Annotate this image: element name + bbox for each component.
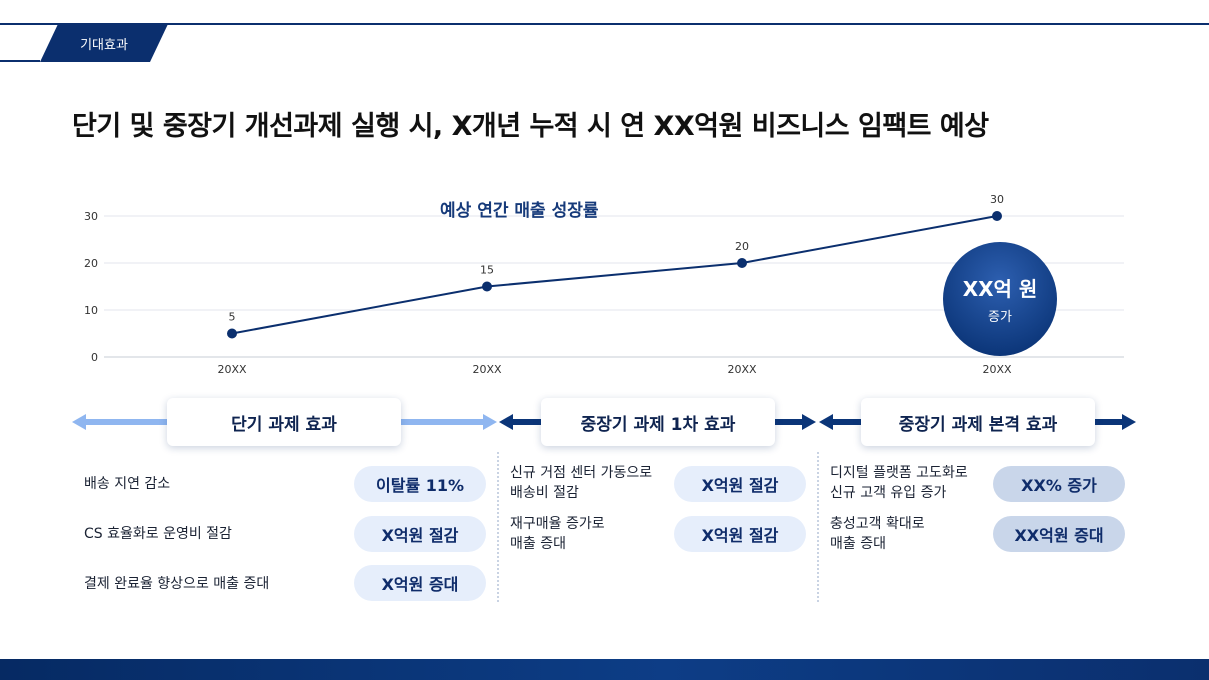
arrow-head-left-mid: [499, 414, 513, 430]
arrow-head-left-short: [72, 414, 86, 430]
x-tick-label: 20XX: [217, 363, 247, 376]
arrow-head-right-short: [483, 414, 497, 430]
short-item-3-value: X억원 증대: [354, 565, 486, 601]
short-item-3-label: 결제 완료율 향상으로 매출 증대: [84, 576, 270, 592]
data-label: 5: [229, 311, 236, 324]
arrow-head-right-long: [1122, 414, 1136, 430]
header-rule-left: [0, 60, 40, 62]
footer-band: [0, 659, 1209, 680]
y-tick-label: 20: [84, 257, 98, 270]
y-tick-label: 10: [84, 304, 98, 317]
data-label: 30: [990, 193, 1004, 206]
page-title: 단기 및 중장기 개선과제 실행 시, X개년 누적 시 연 XX억원 비즈니스…: [72, 111, 989, 142]
header-rule: [0, 23, 1209, 25]
data-point: [227, 328, 237, 339]
series-line: [231, 215, 998, 335]
bubble-amount: XX억 원: [962, 277, 1038, 301]
y-tick-label: 30: [84, 210, 98, 223]
data-label: 20: [735, 240, 749, 253]
section-mid-term-first: 중장기 과제 1차 효과: [541, 398, 775, 446]
y-tick-label: 0: [91, 351, 98, 364]
long-item-2-label: 충성고객 확대로 매출 증대: [830, 516, 925, 552]
x-tick-label: 20XX: [982, 363, 1012, 376]
long-item-1-label: 디지털 플랫폼 고도화로 신규 고객 유입 증가: [830, 465, 968, 501]
section-short-term: 단기 과제 효과: [167, 398, 401, 446]
short-item-1-label: 배송 지연 감소: [84, 476, 171, 492]
chart-title: 예상 연간 매출 성장률: [440, 201, 599, 221]
column-divider-2: [817, 452, 819, 602]
mid-item-2-value: X억원 절감: [674, 516, 806, 552]
bubble-caption: 증가: [988, 310, 1012, 325]
increase-bubble: XX억 원 증가: [943, 242, 1057, 356]
data-point: [737, 258, 747, 268]
data-label: 15: [480, 264, 494, 277]
column-divider-1: [497, 452, 499, 602]
data-point: [482, 281, 492, 292]
x-tick-label: 20XX: [727, 363, 757, 376]
short-item-2-value: X억원 절감: [354, 516, 486, 552]
arrow-head-right-mid: [802, 414, 816, 430]
x-tick-label: 20XX: [472, 363, 502, 376]
arrow-head-left-long: [819, 414, 833, 430]
short-item-2-label: CS 효율화로 운영비 절감: [84, 526, 232, 542]
short-item-1-value: 이탈률 11%: [354, 466, 486, 502]
section-mid-term-full: 중장기 과제 본격 효과: [861, 398, 1095, 446]
data-point: [992, 211, 1002, 221]
long-item-1-value: XX% 증가: [993, 466, 1125, 502]
section-tag: 기대효과: [40, 24, 168, 62]
mid-item-1-label: 신규 거점 센터 가동으로 배송비 절감: [510, 465, 653, 501]
line-chart: 0 10 20 30 5 20XX 15 20XX 20 20XX 30 20XX: [84, 193, 1124, 376]
mid-item-1-value: X억원 절감: [674, 466, 806, 502]
long-item-2-value: XX억원 증대: [993, 516, 1125, 552]
mid-item-2-label: 재구매율 증가로 매출 증대: [510, 516, 605, 552]
